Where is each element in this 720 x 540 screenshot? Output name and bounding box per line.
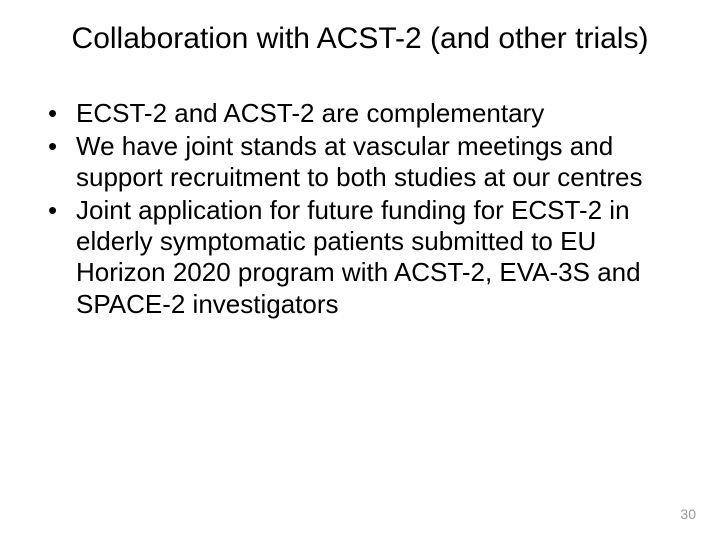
bullet-item: We have joint stands at vascular meeting… <box>48 131 680 193</box>
slide-title: Collaboration with ACST-2 (and other tri… <box>40 20 680 58</box>
bullet-item: Joint application for future funding for… <box>48 195 680 320</box>
bullet-item: ECST-2 and ACST-2 are complementary <box>48 98 680 129</box>
bullet-list: ECST-2 and ACST-2 are complementary We h… <box>40 98 680 320</box>
page-number: 30 <box>680 506 696 522</box>
